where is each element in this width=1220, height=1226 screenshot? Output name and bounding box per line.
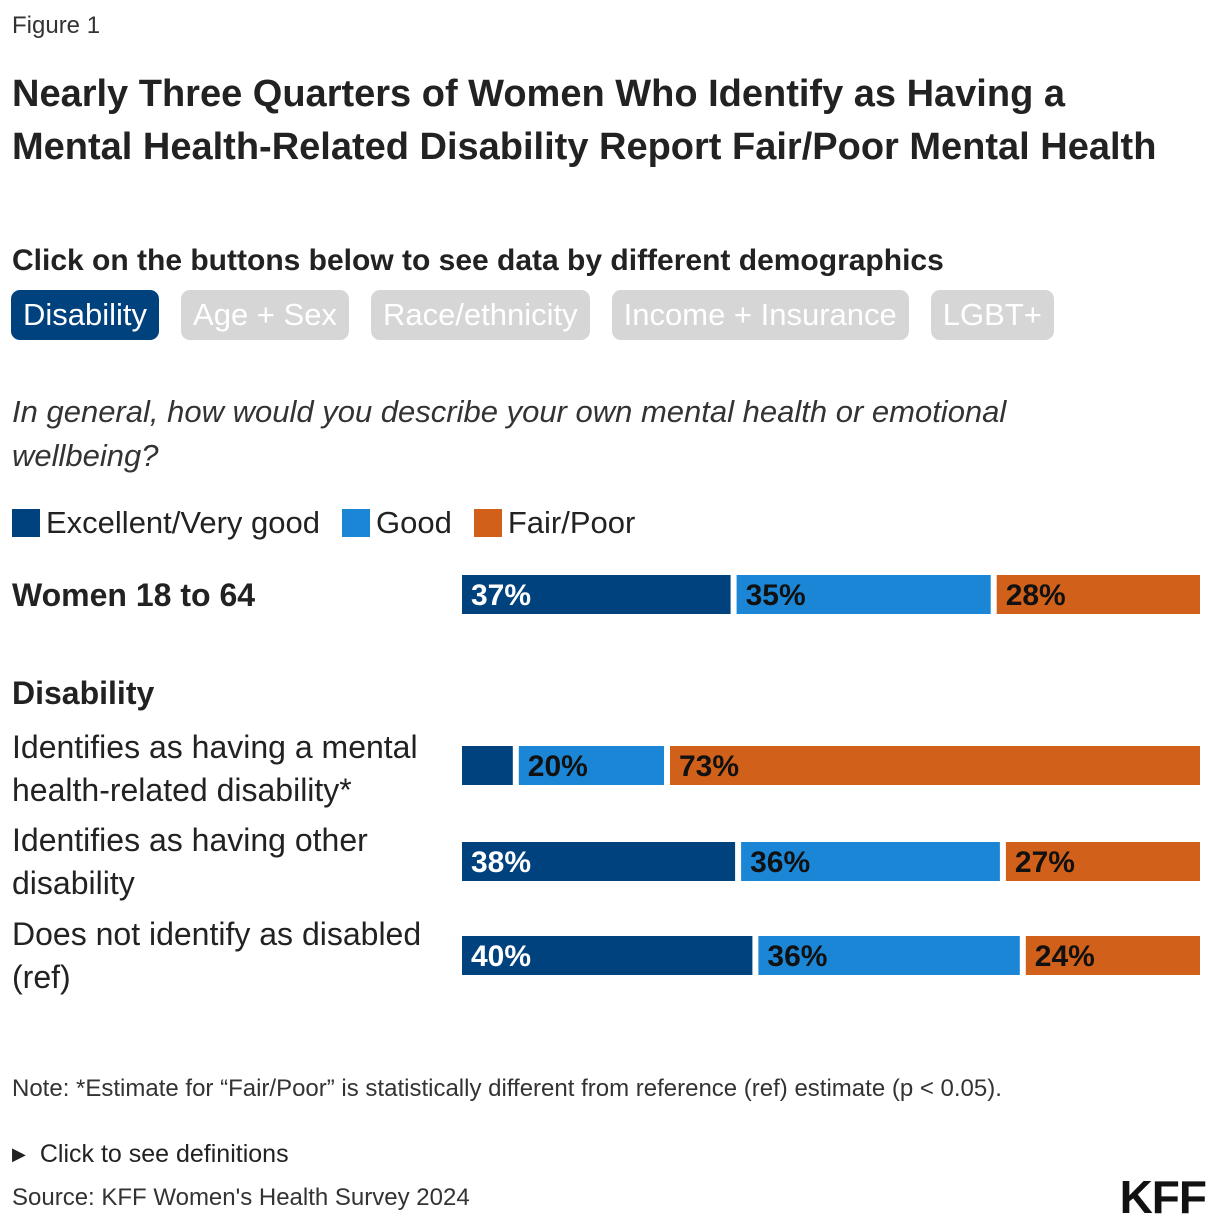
expand-triangle-icon: ▶ — [12, 1144, 26, 1164]
bar-row1-good — [518, 746, 664, 785]
age-sex-button[interactable]: Age + Sex — [181, 290, 349, 340]
bar-label-row2-fair-poor: 27% — [1015, 846, 1075, 879]
lgbt-button[interactable]: LGBT+ — [930, 290, 1054, 340]
bar-label-row3-fair-poor: 24% — [1035, 940, 1095, 973]
legend-label-good: Good — [376, 505, 452, 540]
bar-row3-fair-poor — [1025, 936, 1200, 975]
bar-row3-excellent — [462, 936, 753, 975]
legend-swatch-fair-poor — [473, 509, 502, 537]
definitions-toggle-label: Click to see definitions — [39, 1140, 289, 1168]
legend-item-fair-poor: Fair/Poor — [473, 505, 636, 541]
race-ethnicity-button[interactable]: Race/ethnicity — [370, 290, 590, 340]
bar-row0-excellent — [462, 575, 731, 614]
bar-label-row0-excellent: 37% — [471, 579, 531, 612]
section-label-disability: Disability — [12, 675, 155, 711]
disability-button[interactable]: Disability — [11, 290, 160, 340]
bar-label-row0-good: 35% — [746, 579, 806, 612]
bar-row0-fair-poor — [996, 575, 1200, 614]
legend-item-good: Good — [342, 505, 452, 541]
bar-label-row3-good: 36% — [767, 940, 827, 973]
demographic-button-group: Disability Age + Sex Race/ethnicity Inco… — [11, 290, 1054, 340]
chart-subtitle: Click on the buttons below to see data b… — [12, 244, 944, 277]
bar-label-row1-fair-poor: 73% — [679, 750, 739, 783]
income-insurance-button[interactable]: Income + Insurance — [611, 290, 909, 340]
chart-source: Source: KFF Women's Health Survey 2024 — [12, 1184, 470, 1211]
row-label-not-disabled: Does not identify as disabled (ref) — [12, 916, 422, 995]
chart-note: Note: *Estimate for “Fair/Poor” is stati… — [12, 1075, 1002, 1102]
survey-question: In general, how would you describe your … — [12, 394, 1007, 473]
legend-swatch-excellent — [12, 509, 40, 537]
bar-row3-good — [758, 936, 1020, 975]
figure-label: Figure 1 — [12, 12, 101, 39]
bar-row1-excellent — [462, 746, 513, 785]
bar-label-row2-excellent: 38% — [471, 846, 531, 879]
definitions-toggle[interactable]: ▶ Click to see definitions — [12, 1140, 289, 1169]
bar-row0-good — [736, 575, 991, 614]
chart-legend: Excellent/Very good Good Fair/Poor — [12, 505, 657, 541]
row-label-other-disability: Identifies as having other disability — [12, 822, 368, 901]
kff-logo: KFF — [1119, 1171, 1207, 1223]
legend-label-excellent: Excellent/Very good — [46, 505, 321, 540]
bar-row1-fair-poor — [670, 746, 1200, 785]
row-label-mental-health-disability: Identifies as having a mental health-rel… — [12, 729, 418, 808]
bar-label-row3-excellent: 40% — [471, 940, 531, 973]
legend-swatch-good — [342, 509, 371, 537]
row-label-women-18-64: Women 18 to 64 — [12, 577, 256, 613]
bar-row2-excellent — [462, 842, 736, 881]
bar-label-row0-fair-poor: 28% — [1006, 579, 1066, 612]
bar-label-row1-good: 20% — [528, 750, 588, 783]
legend-item-excellent: Excellent/Very good — [12, 505, 320, 541]
legend-label-fair-poor: Fair/Poor — [507, 505, 636, 540]
bar-row2-good — [741, 842, 1000, 881]
bar-label-row2-good: 36% — [750, 846, 810, 879]
bar-row2-fair-poor — [1005, 842, 1200, 881]
chart-title: Nearly Three Quarters of Women Who Ident… — [12, 73, 1157, 168]
